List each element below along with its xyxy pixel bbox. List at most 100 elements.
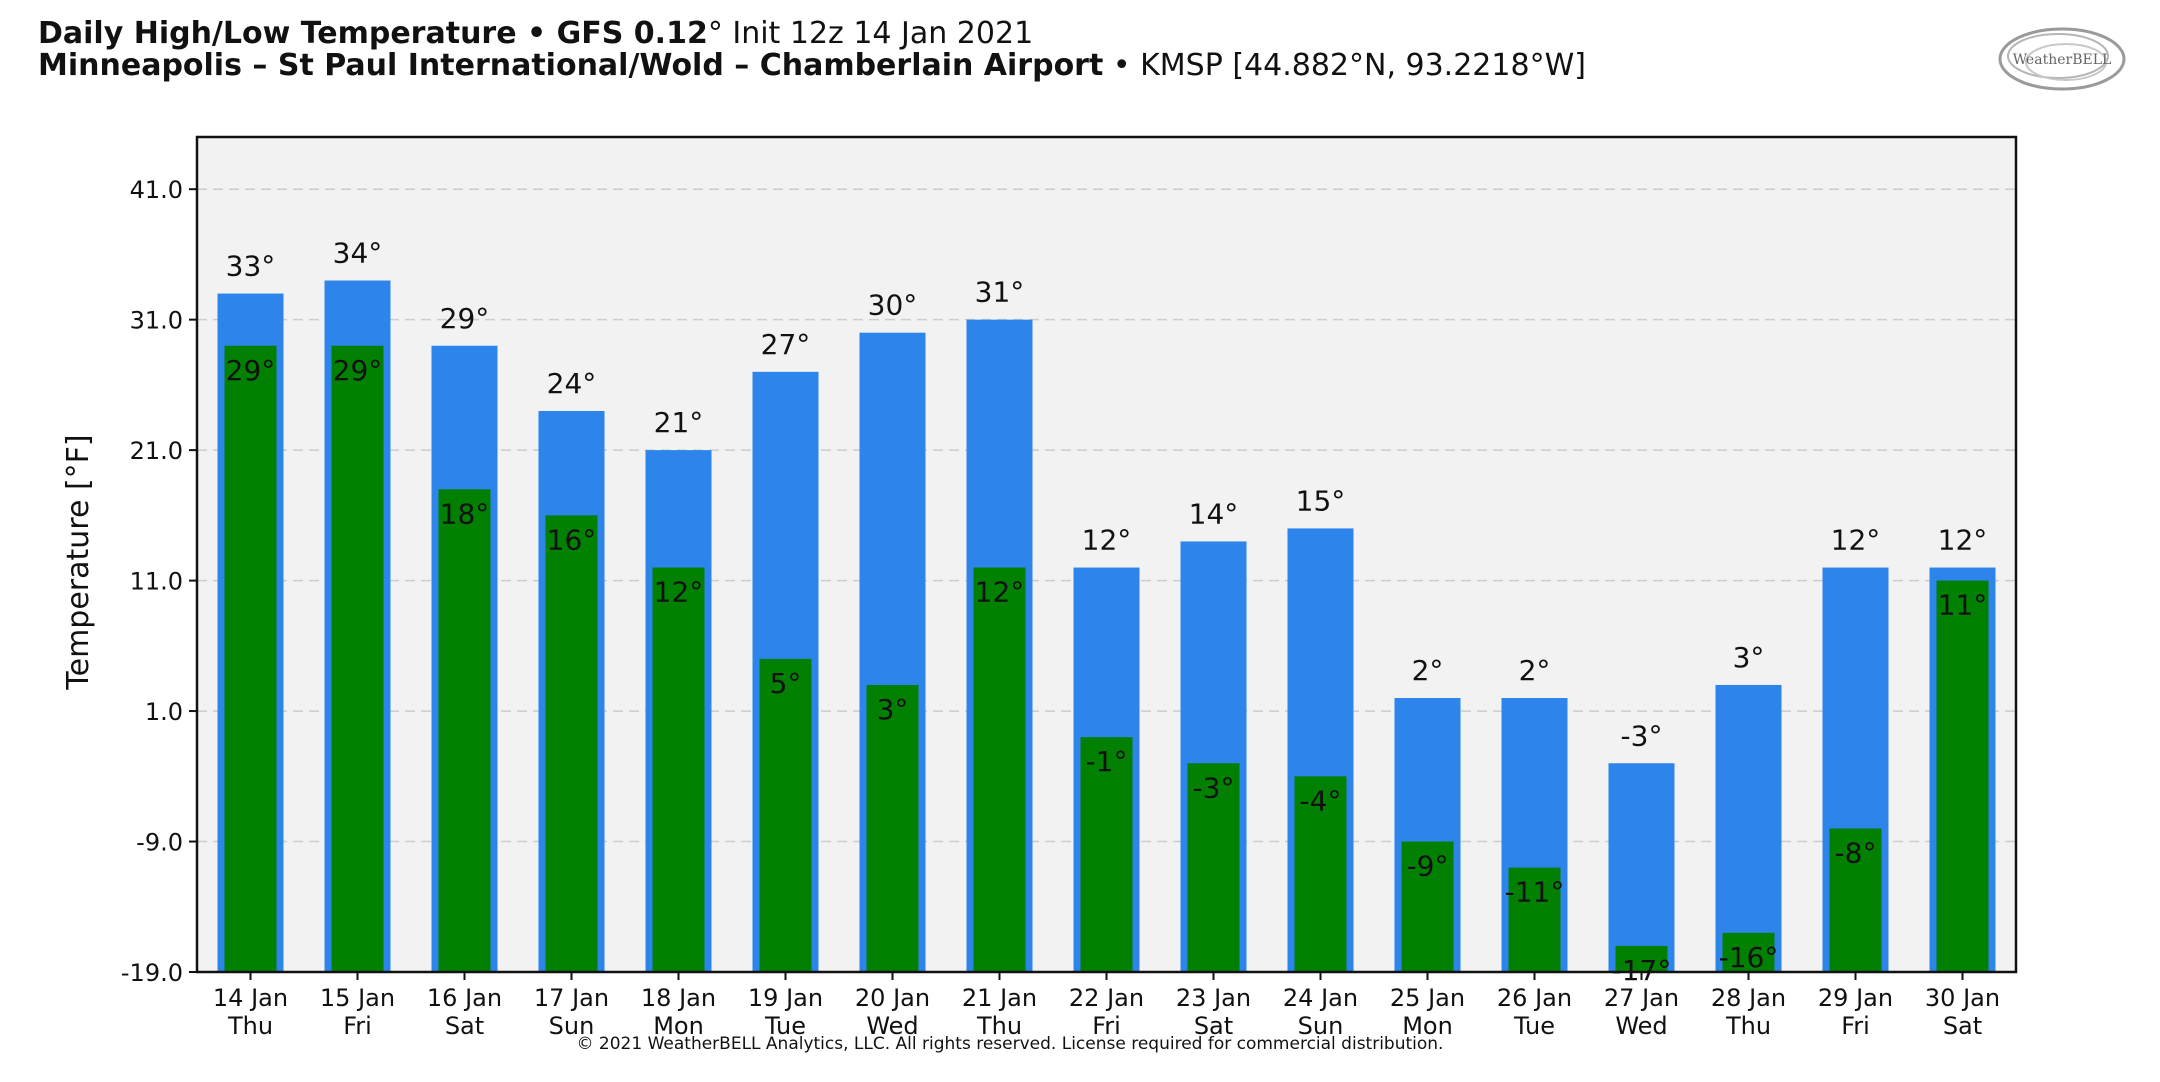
y-axis-label: Temperature [°F] [61,434,96,690]
y-tick-label: 11.0 [130,568,183,596]
high-temp-label: 3° [1733,641,1765,674]
high-temp-label: 12° [1082,524,1132,557]
low-temp-bar [1829,828,1882,972]
low-temp-label: -16° [1719,941,1779,974]
x-tick-weekday: Sun [1298,1012,1344,1040]
x-tick-date: 26 Jan [1497,984,1572,1012]
low-temp-label: 29° [333,354,383,387]
high-temp-label: 14° [1189,497,1239,530]
low-temp-bar [224,345,277,972]
low-temp-bar [331,345,384,972]
chart-title-degree: ° [707,16,723,51]
x-tick-weekday: Fri [1841,1012,1870,1040]
low-temp-bar [652,567,705,972]
x-tick-weekday: Tue [1513,1012,1555,1040]
y-tick-label: 41.0 [130,176,183,204]
high-temp-label: 27° [761,328,811,361]
low-temp-bar [438,489,491,972]
low-temp-label: 5° [770,667,802,700]
high-temp-label: 33° [226,250,276,283]
low-temp-label: -8° [1835,836,1877,869]
y-tick-label: 21.0 [130,437,183,465]
chart-title: Daily High/Low Temperature • GFS 0.12° I… [38,16,1033,51]
high-temp-label: 30° [868,289,918,322]
logo-text: WeatherBELL [2013,52,2112,68]
x-tick-weekday: Mon [1402,1012,1453,1040]
high-temp-label: 2° [1519,654,1551,687]
y-tick-label: 31.0 [130,307,183,335]
low-temp-bar [1401,841,1454,972]
high-temp-label: -3° [1621,719,1663,752]
low-temp-label: -17° [1612,954,1672,987]
high-temp-label: 34° [333,237,383,270]
plot-frame [195,135,2018,974]
high-temp-label: 2° [1412,654,1444,687]
y-tick-label: -9.0 [136,829,183,857]
high-temp-label: 12° [1831,524,1881,557]
low-temp-bar [973,567,1026,972]
x-tick-date: 16 Jan [427,984,502,1012]
chart-title-init: Init 12z 14 Jan 2021 [722,16,1034,51]
x-tick-weekday: Fri [343,1012,372,1040]
low-temp-label: 11° [1938,589,1988,622]
high-temp-bar [1608,763,1675,972]
x-tick-date: 18 Jan [641,984,716,1012]
x-tick-weekday: Thu [976,1012,1022,1040]
low-temp-bar [1294,776,1347,972]
x-tick-date: 23 Jan [1176,984,1251,1012]
low-temp-bar [545,515,598,972]
copyright-notice: © 2021 WeatherBELL Analytics, LLC. All r… [576,1034,1444,1054]
high-temp-label: 12° [1938,524,1988,557]
high-temp-bar [1715,684,1782,972]
low-temp-bar [1615,945,1668,972]
high-temp-label: 21° [654,406,704,439]
weatherbell-logo-icon: WeatherBELL [1998,27,2126,91]
x-tick-weekday: Sat [1194,1012,1233,1040]
chart-title-main: Daily High/Low Temperature • GFS 0.12 [38,16,708,51]
low-temp-bar [1722,932,1775,972]
x-tick-date: 20 Jan [855,984,930,1012]
low-temp-label: 3° [877,693,909,726]
x-tick-date: 17 Jan [534,984,609,1012]
low-temp-label: -1° [1086,745,1128,778]
x-tick-weekday: Wed [866,1012,918,1040]
station-name: Minneapolis – St Paul International/Wold… [38,48,1104,83]
station-coordinates: • KMSP [44.882°N, 93.2218°W] [1103,48,1586,83]
high-temp-label: 31° [975,276,1025,309]
low-temp-bar [1080,737,1133,972]
low-temp-bar [759,658,812,972]
x-tick-date: 25 Jan [1390,984,1465,1012]
high-temp-label: 15° [1296,484,1346,517]
x-tick-date: 29 Jan [1818,984,1893,1012]
low-temp-bar [866,684,919,972]
x-tick-date: 19 Jan [748,984,823,1012]
x-tick-date: 21 Jan [962,984,1037,1012]
low-temp-bar [1508,867,1561,972]
low-temp-label: 18° [440,497,490,530]
x-tick-date: 30 Jan [1925,984,2000,1012]
x-tick-date: 22 Jan [1069,984,1144,1012]
low-temp-label: 12° [654,576,704,609]
x-tick-date: 15 Jan [320,984,395,1012]
x-tick-date: 24 Jan [1283,984,1358,1012]
x-tick-date: 27 Jan [1604,984,1679,1012]
low-temp-label: -4° [1300,784,1342,817]
y-tick-label: 1.0 [145,698,183,726]
x-tick-weekday: Fri [1092,1012,1121,1040]
low-temp-label: 16° [547,523,597,556]
high-temp-label: 24° [547,367,597,400]
x-tick-weekday: Sat [445,1012,484,1040]
x-tick-weekday: Wed [1615,1012,1667,1040]
chart-subtitle: Minneapolis – St Paul International/Wold… [38,48,1586,83]
low-temp-label: -11° [1505,876,1565,909]
low-temp-bar [1187,763,1240,972]
x-tick-weekday: Thu [1725,1012,1771,1040]
low-temp-bar [1936,580,1989,972]
low-temp-label: -9° [1407,850,1449,883]
low-temp-label: 12° [975,576,1025,609]
x-tick-weekday: Sat [1943,1012,1982,1040]
x-tick-weekday: Thu [227,1012,273,1040]
x-tick-date: 14 Jan [213,984,288,1012]
x-tick-weekday: Mon [653,1012,704,1040]
